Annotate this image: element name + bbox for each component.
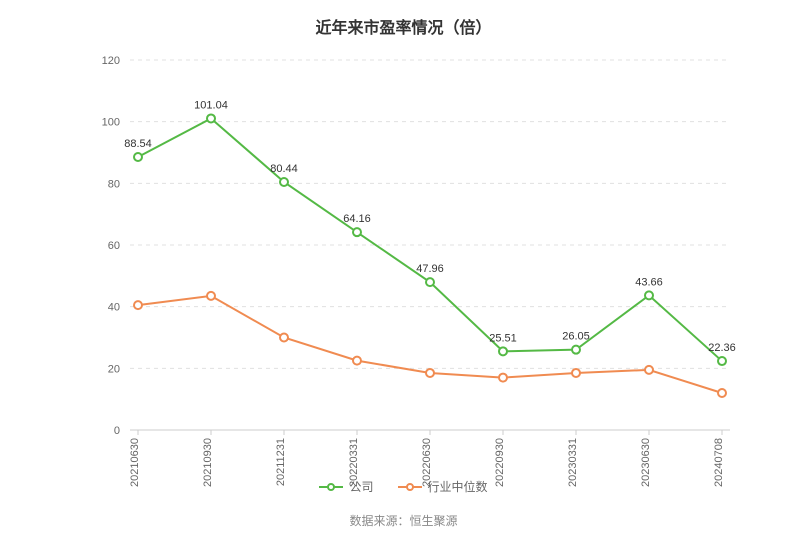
series-point — [645, 366, 653, 374]
legend-marker-icon — [398, 481, 422, 493]
chart-container: 近年来市盈率情况（倍） 0204060801001202021063020210… — [0, 0, 807, 546]
series-point — [207, 292, 215, 300]
svg-text:60: 60 — [108, 240, 120, 252]
series-point — [645, 291, 653, 299]
chart-plot-area: 0204060801001202021063020210930202112312… — [130, 60, 730, 430]
series-point — [353, 357, 361, 365]
data-label: 80.44 — [270, 163, 298, 175]
series-point — [499, 374, 507, 382]
svg-text:40: 40 — [108, 302, 120, 314]
data-label: 88.54 — [124, 138, 152, 150]
series-point — [353, 228, 361, 236]
data-label: 47.96 — [416, 263, 444, 275]
series-point — [426, 278, 434, 286]
series-point — [718, 389, 726, 397]
series-line-1 — [138, 296, 722, 393]
data-label: 64.16 — [343, 213, 371, 225]
series-point — [207, 114, 215, 122]
series-line-0 — [138, 118, 722, 361]
svg-text:80: 80 — [108, 178, 120, 190]
data-label: 101.04 — [194, 99, 228, 111]
series-point — [718, 357, 726, 365]
series-point — [280, 334, 288, 342]
legend-label: 公司 — [349, 478, 373, 495]
data-label: 22.36 — [708, 342, 736, 354]
data-label: 43.66 — [635, 276, 663, 288]
chart-legend: 公司 行业中位数 — [0, 478, 807, 496]
legend-label: 行业中位数 — [428, 478, 488, 495]
chart-title: 近年来市盈率情况（倍） — [0, 14, 807, 38]
legend-item-0[interactable]: 公司 — [319, 478, 373, 495]
svg-text:0: 0 — [114, 425, 120, 437]
legend-item-1[interactable]: 行业中位数 — [398, 478, 488, 495]
series-point — [426, 369, 434, 377]
data-label: 26.05 — [562, 331, 590, 343]
series-point — [134, 153, 142, 161]
series-point — [572, 346, 580, 354]
svg-text:120: 120 — [102, 55, 120, 67]
chart-svg: 0204060801001202021063020210930202112312… — [130, 60, 730, 430]
series-point — [572, 369, 580, 377]
legend-marker-icon — [319, 481, 343, 493]
svg-text:100: 100 — [102, 117, 120, 129]
series-point — [499, 347, 507, 355]
chart-source: 数据来源：恒生聚源 — [0, 512, 807, 529]
series-point — [134, 301, 142, 309]
data-label: 25.51 — [489, 332, 517, 344]
svg-text:20: 20 — [108, 363, 120, 375]
series-point — [280, 178, 288, 186]
